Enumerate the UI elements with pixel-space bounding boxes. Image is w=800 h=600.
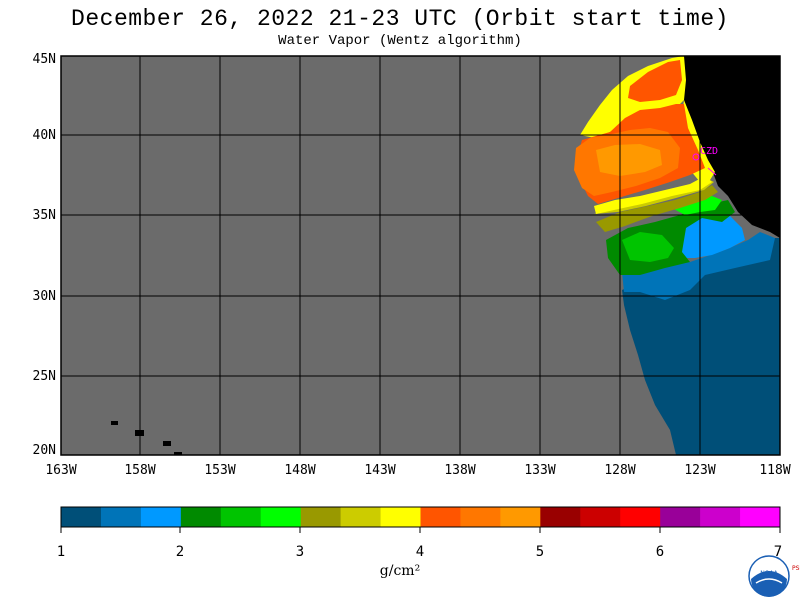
lat-label: 40N bbox=[32, 128, 56, 143]
psl-logo-text: PSL bbox=[792, 565, 800, 572]
lon-label: 148W bbox=[284, 463, 316, 478]
colorbar-cell bbox=[180, 507, 222, 527]
colorbar-unit-label: g/cm² bbox=[379, 563, 421, 579]
colorbar-cell bbox=[700, 507, 741, 527]
colorbar-tick-label: 6 bbox=[655, 544, 665, 560]
swath-vapor-2.33-2.67 bbox=[622, 232, 674, 262]
lat-label: 20N bbox=[32, 443, 56, 458]
lat-label: 25N bbox=[32, 369, 56, 384]
colorbar-cell bbox=[620, 507, 661, 527]
lon-label: 158W bbox=[124, 463, 156, 478]
colorbar-cell bbox=[61, 507, 102, 527]
land-mass bbox=[683, 56, 780, 238]
lon-label: 118W bbox=[759, 463, 791, 478]
swath-vapor-2.67-3 bbox=[672, 196, 722, 215]
swath-vapor-3.67-4-south bbox=[594, 176, 712, 214]
lon-label: 143W bbox=[364, 463, 396, 478]
colorbar-cell bbox=[260, 507, 302, 527]
colorbar-tick-label: 1 bbox=[56, 544, 66, 560]
swath-vapor-4-4.33-north bbox=[628, 60, 682, 102]
colorbar-cell bbox=[380, 507, 421, 527]
map-grid bbox=[61, 56, 780, 455]
colorbar-tick-label: 4 bbox=[415, 544, 425, 560]
noaa-logo-text: NOAA bbox=[760, 570, 778, 577]
colorbar-cell bbox=[660, 507, 701, 527]
lon-label: 133W bbox=[524, 463, 556, 478]
colorbar-cell bbox=[500, 507, 541, 527]
lon-label: 128W bbox=[604, 463, 636, 478]
colorbar bbox=[61, 507, 781, 527]
station-marker-icon bbox=[692, 153, 717, 176]
noaa-logo-icon: NOAA bbox=[748, 555, 790, 597]
colorbar-tick-label: 3 bbox=[295, 544, 305, 560]
colorbar-tick-label: 5 bbox=[535, 544, 545, 560]
colorbar-cell bbox=[740, 507, 781, 527]
chart-subtitle: Water Vapor (Wentz algorithm) bbox=[278, 33, 522, 49]
lon-label: 123W bbox=[684, 463, 716, 478]
colorbar-cell bbox=[140, 507, 182, 527]
colorbar-cell bbox=[580, 507, 621, 527]
swath-vapor-1.67-2 bbox=[678, 214, 745, 258]
colorbar-cell bbox=[460, 507, 501, 527]
lat-label: 35N bbox=[32, 208, 56, 223]
lon-label: 153W bbox=[204, 463, 236, 478]
lon-label: 138W bbox=[444, 463, 476, 478]
swath-vapor-1.33-1.67 bbox=[622, 232, 775, 300]
colorbar-cell bbox=[540, 507, 581, 527]
colorbar-tick-label: 7 bbox=[773, 544, 783, 560]
swath-vapor-3-3.33 bbox=[596, 185, 718, 232]
colorbar-ticks bbox=[60, 527, 781, 533]
colorbar-tick-label: 2 bbox=[175, 544, 185, 560]
station-label-czd: CZD bbox=[700, 146, 719, 157]
lon-label: 163W bbox=[45, 463, 77, 478]
swath-vapor-4.67-5 bbox=[596, 144, 662, 176]
colorbar-cell bbox=[300, 507, 342, 527]
colorbar-cell bbox=[100, 507, 142, 527]
map-frame bbox=[60, 55, 781, 456]
lat-label: 45N bbox=[32, 52, 56, 67]
colorbar-cell bbox=[340, 507, 382, 527]
colorbar-cell bbox=[420, 507, 461, 527]
chart-title: December 26, 2022 21-23 UTC (Orbit start… bbox=[71, 6, 729, 32]
colorbar-cell bbox=[220, 507, 262, 527]
lat-label: 30N bbox=[32, 289, 56, 304]
